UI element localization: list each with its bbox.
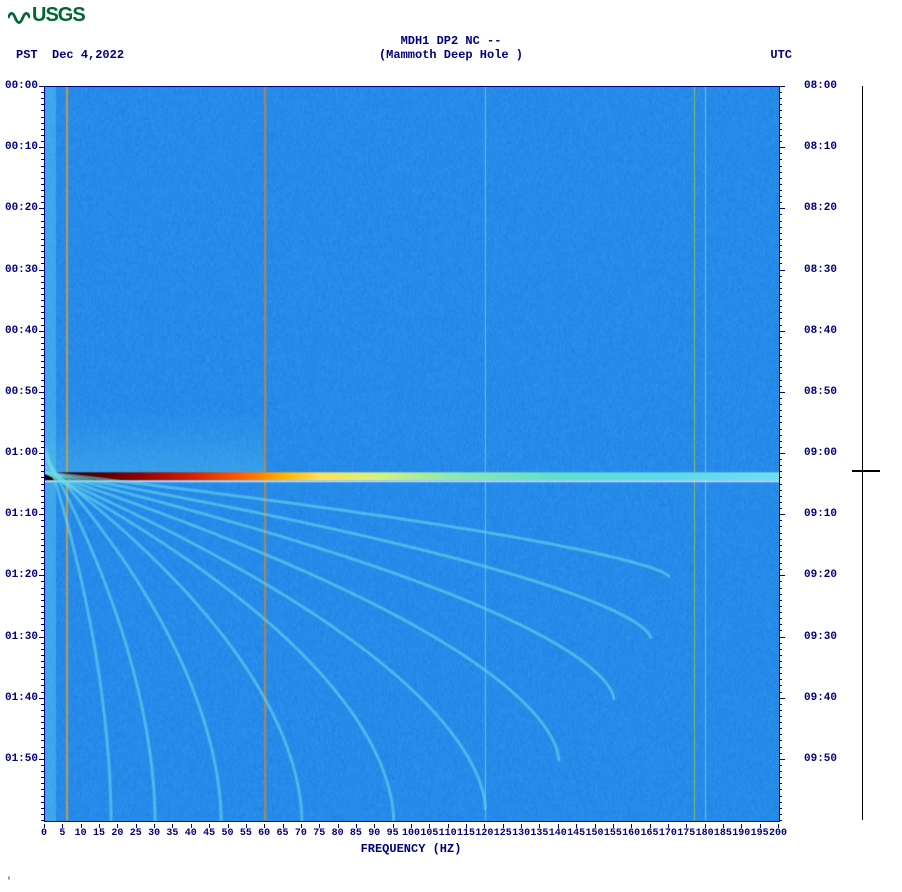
y-tick-right: 09:50 (804, 754, 837, 764)
y-tick-left: 00:30 (5, 265, 38, 275)
x-tick: 195 (751, 828, 769, 839)
x-tick: 135 (530, 828, 548, 839)
tz-left: PST (16, 48, 38, 62)
x-tick: 100 (402, 828, 420, 839)
y-tick-left: 01:00 (5, 448, 38, 458)
usgs-logo: USGS (8, 4, 85, 27)
y-tick-left: 01:10 (5, 509, 38, 519)
x-tick: 190 (732, 828, 750, 839)
y-tick-right: 09:20 (804, 570, 837, 580)
x-tick: 95 (387, 828, 399, 839)
x-tick: 0 (41, 828, 47, 839)
footer-mark: ' (6, 877, 12, 888)
spectrogram-canvas (44, 86, 780, 822)
header-date: Dec 4,2022 (52, 48, 124, 62)
y-tick-right: 09:00 (804, 448, 837, 458)
x-tick: 30 (148, 828, 160, 839)
chart-title: MDH1 DP2 NC -- (Mammoth Deep Hole ) (0, 34, 902, 62)
x-tick: 115 (457, 828, 475, 839)
y-tick-left: 00:10 (5, 142, 38, 152)
x-tick: 20 (111, 828, 123, 839)
x-tick: 140 (549, 828, 567, 839)
x-tick: 10 (75, 828, 87, 839)
event-marker (852, 470, 880, 472)
x-tick: 50 (221, 828, 233, 839)
tz-right: UTC (770, 48, 792, 62)
x-tick: 80 (332, 828, 344, 839)
y-tick-left: 01:30 (5, 632, 38, 642)
y-tick-right: 09:40 (804, 693, 837, 703)
x-tick: 15 (93, 828, 105, 839)
x-tick: 150 (585, 828, 603, 839)
x-tick: 45 (203, 828, 215, 839)
x-tick: 60 (258, 828, 270, 839)
header-right: UTC (770, 48, 792, 62)
y-tick-left: 01:40 (5, 693, 38, 703)
x-tick: 120 (475, 828, 493, 839)
logo-text: USGS (32, 4, 85, 26)
y-tick-left: 01:50 (5, 754, 38, 764)
y-minor-ticks-left (39, 86, 44, 820)
x-tick: 160 (622, 828, 640, 839)
y-tick-left: 00:00 (5, 81, 38, 91)
y-tick-right: 09:10 (804, 509, 837, 519)
x-tick: 145 (567, 828, 585, 839)
x-tick: 200 (769, 828, 787, 839)
x-tick: 180 (696, 828, 714, 839)
y-tick-right: 08:40 (804, 326, 837, 336)
y-tick-right: 08:30 (804, 265, 837, 275)
x-tick: 110 (439, 828, 457, 839)
y-tick-left: 00:50 (5, 387, 38, 397)
x-tick: 35 (166, 828, 178, 839)
x-axis-label: FREQUENCY (HZ) (44, 842, 778, 856)
x-tick: 70 (295, 828, 307, 839)
x-tick: 175 (677, 828, 695, 839)
y-tick-right: 08:50 (804, 387, 837, 397)
x-tick: 170 (659, 828, 677, 839)
x-tick: 125 (494, 828, 512, 839)
x-tick: 5 (59, 828, 65, 839)
y-tick-right: 08:20 (804, 203, 837, 213)
x-tick: 185 (714, 828, 732, 839)
x-tick: 85 (350, 828, 362, 839)
y-tick-left: 00:40 (5, 326, 38, 336)
x-tick: 90 (368, 828, 380, 839)
x-tick: 65 (277, 828, 289, 839)
event-side-axis (852, 86, 882, 820)
y-axis-right: 08:0008:1008:2008:3008:4008:5009:0009:10… (780, 86, 840, 820)
side-axis-line (862, 86, 863, 820)
header-left: PST Dec 4,2022 (16, 48, 124, 62)
x-tick: 155 (604, 828, 622, 839)
y-tick-right: 09:30 (804, 632, 837, 642)
spectrogram-plot (44, 86, 778, 820)
x-tick: 105 (420, 828, 438, 839)
y-axis-left: 00:0000:1000:2000:3000:4000:5001:0001:10… (0, 86, 44, 820)
x-tick: 55 (240, 828, 252, 839)
y-tick-right: 08:00 (804, 81, 837, 91)
x-tick: 130 (512, 828, 530, 839)
y-tick-left: 00:20 (5, 203, 38, 213)
y-minor-ticks-right (779, 86, 784, 820)
x-tick: 165 (641, 828, 659, 839)
x-tick: 25 (130, 828, 142, 839)
y-tick-right: 08:10 (804, 142, 837, 152)
x-tick: 40 (185, 828, 197, 839)
x-tick: 75 (313, 828, 325, 839)
y-tick-left: 01:20 (5, 570, 38, 580)
x-axis: 0510152025303540455055606570758085909510… (44, 824, 778, 844)
